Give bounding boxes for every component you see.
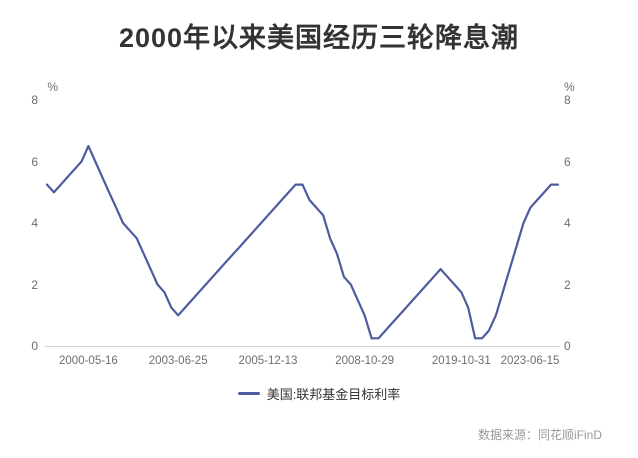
- y-tick-label-left: 8: [31, 93, 38, 107]
- x-axis-line: [45, 346, 560, 347]
- x-tick-label: 2005-12-13: [238, 355, 298, 367]
- legend-item[interactable]: 美国:联邦基金目标利率: [237, 384, 401, 403]
- x-tick-label: 2003-06-25: [148, 355, 208, 367]
- x-tick-label: 2019-10-31: [431, 355, 491, 367]
- y-tick-label-right: 8: [564, 93, 571, 107]
- y-tick-label-right: 0: [564, 339, 571, 353]
- legend-line-marker: [237, 392, 260, 395]
- y-axis-unit-left: %: [47, 80, 58, 94]
- y-tick-label-right: 2: [564, 277, 571, 292]
- legend-label: 美国:联邦基金目标利率: [266, 387, 401, 402]
- x-tick-label: 2008-10-29: [335, 355, 395, 367]
- y-tick-label-left: 6: [31, 154, 38, 169]
- data-source-note: 数据来源：同花顺iFinD: [477, 428, 602, 442]
- y-tick-label-right: 6: [564, 154, 571, 169]
- x-tick-label: 2023-06-15: [500, 355, 560, 367]
- legend: 美国:联邦基金目标利率: [0, 383, 638, 403]
- chart-title: 2000年以来美国经历三轮降息潮: [118, 23, 520, 53]
- y-tick-label-left: 4: [31, 216, 38, 230]
- y-tick-label-left: 0: [31, 339, 38, 353]
- y-tick-label-left: 2: [31, 277, 38, 292]
- y-tick-label-right: 4: [564, 216, 571, 230]
- x-tick-label: 2000-05-16: [59, 355, 118, 367]
- y-axis-unit-right: %: [564, 80, 575, 94]
